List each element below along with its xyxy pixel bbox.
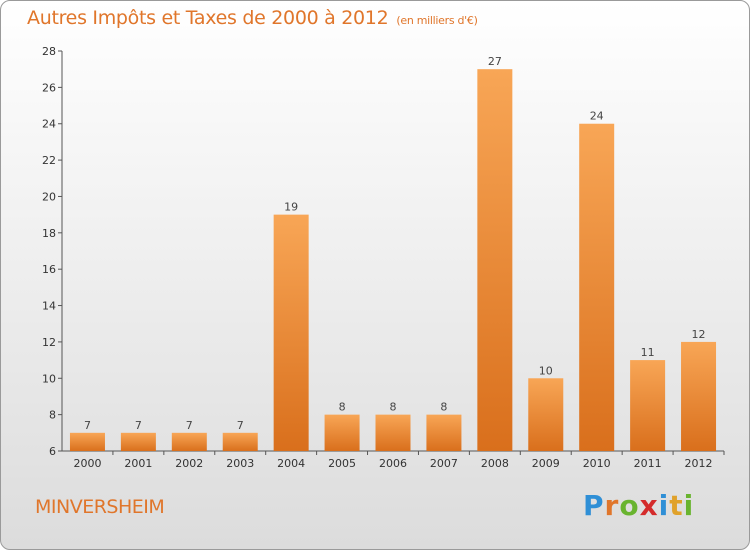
bar [375, 414, 411, 451]
y-tick-label: 22 [42, 154, 56, 167]
proxiti-logo: Proxiti [583, 489, 694, 522]
y-tick-label: 12 [42, 336, 56, 349]
x-tick-label: 2004 [277, 457, 305, 470]
x-tick-label: 2000 [73, 457, 101, 470]
bar [528, 378, 564, 451]
data-label: 19 [284, 201, 298, 214]
x-tick-label: 2008 [481, 457, 509, 470]
data-label: 8 [440, 401, 447, 414]
y-tick-label: 16 [42, 263, 56, 276]
x-tick-label: 2005 [328, 457, 356, 470]
data-label: 7 [186, 419, 193, 432]
chart-title-text: Autres Impôts et Taxes de 2000 à 2012 [27, 7, 389, 29]
y-tick-label: 14 [42, 300, 56, 313]
data-label: 8 [339, 401, 346, 414]
data-label: 11 [641, 346, 655, 359]
x-tick-label: 2003 [226, 457, 254, 470]
y-tick-label: 28 [42, 45, 56, 58]
data-label: 10 [539, 364, 553, 377]
logo-letter: i [683, 489, 695, 522]
logo-letter: x [639, 489, 659, 522]
bar [681, 341, 717, 451]
bar [324, 414, 360, 451]
y-tick-label: 24 [42, 118, 56, 131]
chart-title: Autres Impôts et Taxes de 2000 à 2012 (en… [27, 7, 478, 29]
y-tick-label: 26 [42, 81, 56, 94]
data-label: 12 [692, 328, 706, 341]
bar [579, 123, 615, 452]
data-label: 7 [84, 419, 91, 432]
bar [120, 432, 156, 451]
data-label: 7 [237, 419, 244, 432]
bar [273, 214, 309, 451]
y-tick-label: 20 [42, 190, 56, 203]
x-tick-label: 2012 [685, 457, 713, 470]
bar [222, 432, 258, 451]
y-tick-label: 18 [42, 227, 56, 240]
data-label: 8 [390, 401, 397, 414]
x-tick-label: 2006 [379, 457, 407, 470]
logo-letter: t [669, 489, 684, 522]
logo-letter: i [658, 489, 670, 522]
x-tick-label: 2009 [532, 457, 560, 470]
bar [426, 414, 462, 451]
commune-name: MINVERSHEIM [35, 496, 165, 518]
bar [630, 360, 666, 451]
logo-letter: o [619, 489, 640, 522]
x-tick-label: 2010 [583, 457, 611, 470]
chart-unit: (en milliers d'€) [396, 14, 478, 27]
x-tick-label: 2011 [634, 457, 662, 470]
data-label: 24 [590, 110, 604, 123]
bar [69, 432, 105, 451]
x-tick-label: 2002 [175, 457, 203, 470]
x-tick-label: 2001 [124, 457, 152, 470]
bar [171, 432, 207, 451]
y-tick-label: 10 [42, 372, 56, 385]
data-label: 27 [488, 55, 502, 68]
data-label: 7 [135, 419, 142, 432]
logo-letter: r [604, 489, 620, 522]
logo-letter: P [583, 489, 605, 522]
bar [477, 69, 513, 451]
y-tick-label: 6 [49, 445, 56, 458]
y-tick-label: 8 [49, 409, 56, 422]
x-tick-label: 2007 [430, 457, 458, 470]
